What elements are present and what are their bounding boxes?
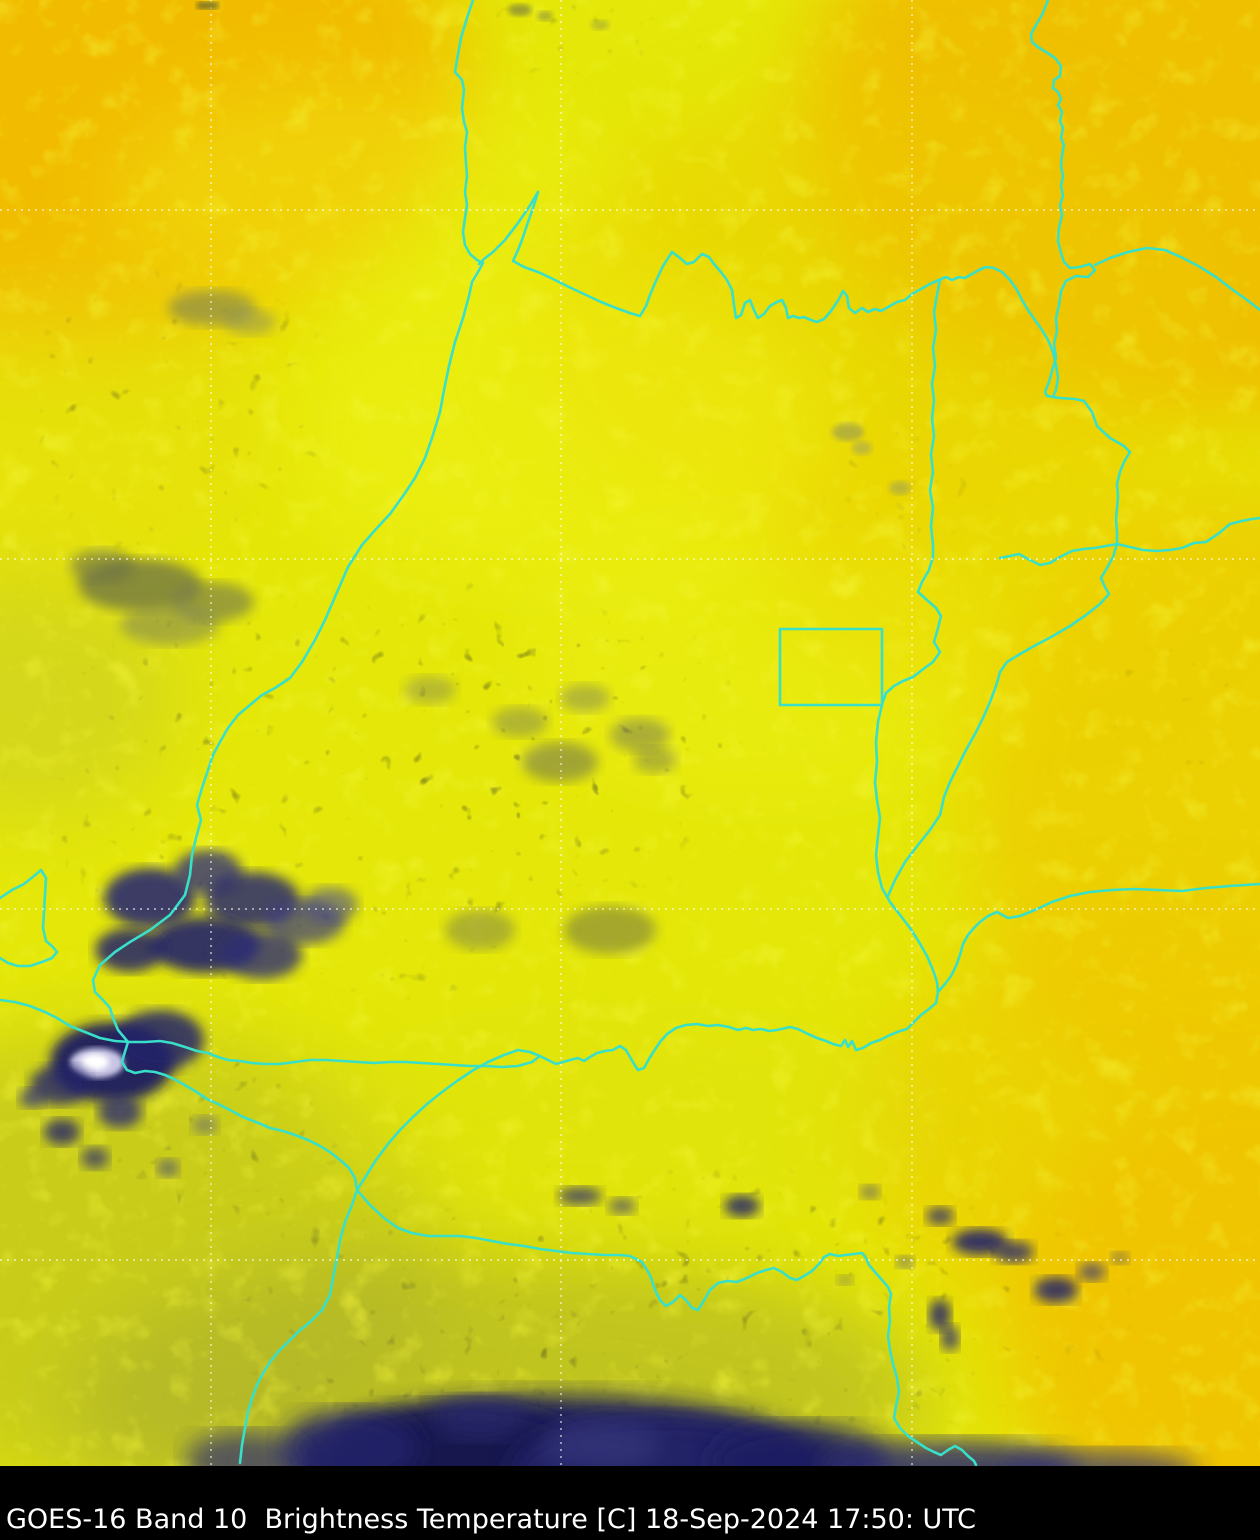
- cloud-blob: [560, 684, 610, 712]
- brightness-temperature-map: [0, 0, 1260, 1466]
- boundary-boundary-bottom-south: [886, 1292, 978, 1466]
- cloud-blob: [889, 481, 911, 495]
- cloud-blob: [929, 1299, 951, 1331]
- boundary-boundary-east-west-upper: [511, 190, 1060, 399]
- cloud-blob: [81, 1147, 109, 1169]
- caption-bar: GOES-16 Band 10 Brightness Temperature […: [0, 1466, 1260, 1540]
- cloud-blob: [157, 1159, 179, 1177]
- cloud-blob: [896, 1256, 914, 1268]
- boundary-closed-blob-left: [0, 868, 59, 968]
- cloud-blob: [98, 1096, 142, 1128]
- cloud-blob: [280, 1410, 420, 1466]
- cloud-blob: [837, 1275, 853, 1285]
- boundary-boundary-ew-wiggly-west: [0, 990, 940, 1072]
- cloud-blob: [1034, 1277, 1078, 1303]
- cloud-blob: [192, 1116, 218, 1134]
- boundary-boundary-sw-descent: [886, 542, 1119, 898]
- cloud-blob: [926, 1207, 954, 1225]
- cloud-blob: [81, 1054, 109, 1070]
- cloud-blob: [724, 1195, 760, 1217]
- boundary-boundary-ne-diagonal-low: [355, 1048, 542, 1192]
- cloud-blob: [19, 1088, 45, 1108]
- cloud-blob: [591, 20, 609, 30]
- cloud-blob: [1111, 1252, 1129, 1264]
- cloud-blob: [994, 1241, 1034, 1263]
- cloud-blob: [1078, 1263, 1106, 1281]
- cloud-blob: [852, 441, 872, 455]
- speckle-region: [810, 380, 1000, 570]
- caption-text: GOES-16 Band 10 Brightness Temperature […: [6, 1504, 977, 1535]
- cloud-blob: [445, 910, 515, 950]
- speckle-region: [380, 600, 770, 870]
- cloud-blob: [537, 11, 553, 21]
- cloud-blob: [120, 605, 220, 645]
- cloud-blob: [30, 1065, 90, 1105]
- cloud-blob: [558, 1187, 602, 1205]
- cloud-blob: [608, 1198, 636, 1214]
- cloud-blob: [610, 718, 670, 752]
- cloud-blob: [952, 1229, 1008, 1255]
- cloud-blob: [522, 742, 598, 782]
- cloud-blob: [430, 1396, 530, 1440]
- boundary-boundary-east-west-mid-west: [998, 542, 1119, 567]
- satellite-map-image: [0, 0, 1260, 1466]
- cloud-blob: [70, 549, 134, 583]
- cloud-blob: [95, 928, 165, 972]
- cloud-blob: [540, 1420, 660, 1466]
- speckle-texture-regions: [0, 0, 1260, 1466]
- boundary-boundary-ne-main: [1029, 0, 1132, 546]
- cloud-blob: [832, 423, 864, 441]
- boundary-boundary-branch-south: [880, 278, 943, 706]
- geographic-boundaries: [0, 0, 1260, 1466]
- cloud-blob: [404, 676, 456, 704]
- cloud-blob: [224, 309, 276, 335]
- boundary-boundary-east-west-mid-east: [1115, 516, 1260, 553]
- speckle-region: [430, 0, 710, 80]
- boundary-boundary-ne-east-jog: [1093, 246, 1260, 312]
- boundary-river-main-south: [238, 1188, 359, 1465]
- cloud-blob: [860, 1185, 880, 1199]
- cloud-blob: [633, 747, 677, 773]
- cold-cloud-blobs: [19, 4, 1197, 1466]
- cloud-blob: [185, 1432, 305, 1466]
- map-top-label-smudge: [197, 2, 218, 9]
- cloud-blob: [222, 931, 302, 979]
- cloud-blob: [302, 887, 358, 923]
- speckle-region: [1090, 630, 1260, 790]
- boundary-boundary-bottom-east: [355, 1188, 893, 1312]
- latlon-gridlines: [0, 0, 1260, 1466]
- cloud-blob: [492, 707, 548, 737]
- cloud-blob: [941, 1325, 959, 1351]
- boundary-fork-lake-west-side: [477, 190, 540, 266]
- cloud-blob: [564, 906, 656, 954]
- cloud-blob: [1003, 1450, 1197, 1466]
- cloud-blob: [44, 1119, 80, 1145]
- boundary-boundary-ne-continuation: [936, 882, 1260, 994]
- boundary-boundary-rect-south: [873, 703, 940, 994]
- boundary-river-main-north: [91, 0, 485, 1192]
- cloud-blob: [820, 1440, 1080, 1466]
- cloud-blob: [508, 4, 532, 16]
